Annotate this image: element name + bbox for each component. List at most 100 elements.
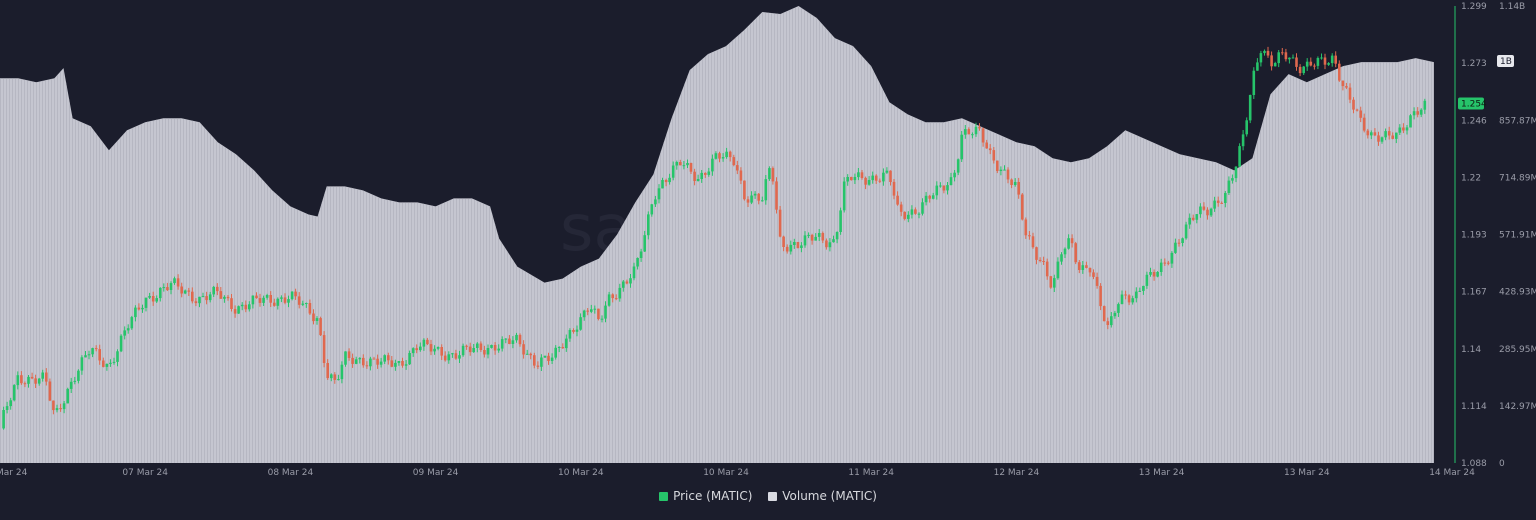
candle [1338, 60, 1341, 82]
candle [540, 354, 543, 371]
candle [967, 127, 971, 135]
candle-body [696, 179, 700, 181]
candle [126, 324, 130, 334]
candle [1341, 80, 1345, 91]
candle-body [1284, 52, 1288, 60]
candle [622, 280, 625, 292]
candle [814, 233, 817, 241]
candle-body [443, 355, 447, 361]
candle-body [251, 295, 255, 305]
candle-body [273, 302, 276, 306]
candle [1231, 174, 1234, 184]
candle-body [362, 357, 365, 366]
candle [1006, 167, 1010, 184]
x-tick-label: 13 Mar 24 [1284, 468, 1330, 478]
candle-body [1405, 127, 1409, 131]
candle [251, 295, 255, 309]
candle [614, 294, 618, 301]
candle [789, 240, 793, 255]
x-tick-label: 12 Mar 24 [994, 468, 1040, 478]
candle [1170, 251, 1174, 268]
candle [194, 298, 198, 307]
candle-body [985, 142, 988, 149]
candle [244, 300, 248, 313]
candle [632, 262, 636, 281]
candle-body [87, 354, 91, 356]
candle [1377, 131, 1380, 146]
candle-body [98, 349, 101, 361]
chart-legend: Price (MATIC) Volume (MATIC) [0, 489, 1536, 504]
candle [45, 368, 48, 386]
candle [461, 343, 465, 357]
candle [1199, 203, 1202, 218]
candle [992, 147, 996, 164]
candle-body [761, 200, 764, 202]
candle-body [1248, 95, 1252, 121]
candle-body [764, 179, 768, 201]
candle-body [1028, 235, 1031, 237]
candle-body [974, 126, 978, 135]
candle [258, 293, 262, 307]
candle-body [415, 348, 418, 351]
candle [240, 302, 244, 311]
candle-body [565, 338, 568, 349]
candle-body [1380, 137, 1384, 142]
candle-body [59, 408, 62, 410]
candle-body [30, 376, 34, 379]
candle [864, 176, 867, 190]
candle-body [198, 296, 201, 304]
candle [1017, 177, 1020, 199]
legend-item-volume[interactable]: Volume (MATIC) [768, 489, 877, 503]
candle-body [458, 355, 461, 359]
candle [404, 360, 408, 370]
candle [931, 192, 935, 200]
candle-body [1391, 135, 1394, 139]
candle [1163, 258, 1167, 266]
candle-body [1320, 57, 1323, 59]
candle [1206, 207, 1209, 220]
candle [162, 283, 166, 292]
candle-body [504, 338, 508, 340]
x-tick-label: 07 Mar 24 [122, 468, 168, 478]
candle [415, 344, 418, 354]
candle-body [440, 347, 443, 356]
candle-body [1042, 261, 1045, 262]
candle [208, 291, 212, 303]
candle [436, 346, 440, 351]
candle-body [16, 375, 20, 386]
candle [166, 282, 169, 291]
candle-body [1291, 57, 1295, 59]
candle [305, 302, 308, 308]
candle [69, 377, 73, 393]
candle-body [1259, 53, 1263, 63]
candle [116, 349, 119, 367]
candle-body [187, 290, 191, 292]
volume-tick-label: 142.97M [1499, 402, 1536, 412]
candle [1110, 312, 1113, 328]
candle-body [1327, 63, 1330, 65]
candle-body [436, 347, 440, 349]
price-tick-label: 1.246 [1461, 116, 1487, 126]
candle-body [1131, 298, 1134, 303]
candle-body [401, 361, 404, 366]
legend-item-price[interactable]: Price (MATIC) [659, 489, 752, 503]
price-tick-label: 1.273 [1461, 59, 1487, 69]
candle-body [226, 296, 230, 299]
candle-body [768, 168, 771, 180]
candle-body [682, 165, 686, 167]
candle [1359, 106, 1362, 123]
candle [1106, 317, 1110, 330]
candle-body [1206, 209, 1209, 216]
candle-body [964, 129, 967, 135]
candle [1053, 274, 1056, 292]
candle [611, 293, 614, 303]
candle-body [126, 328, 130, 331]
candle [842, 177, 846, 213]
candle [312, 309, 315, 325]
candle [996, 160, 999, 174]
candle-body [1373, 132, 1377, 136]
candle-body [347, 351, 351, 358]
candle [1263, 49, 1266, 56]
candle-body [689, 163, 693, 172]
candle-body [379, 361, 383, 365]
